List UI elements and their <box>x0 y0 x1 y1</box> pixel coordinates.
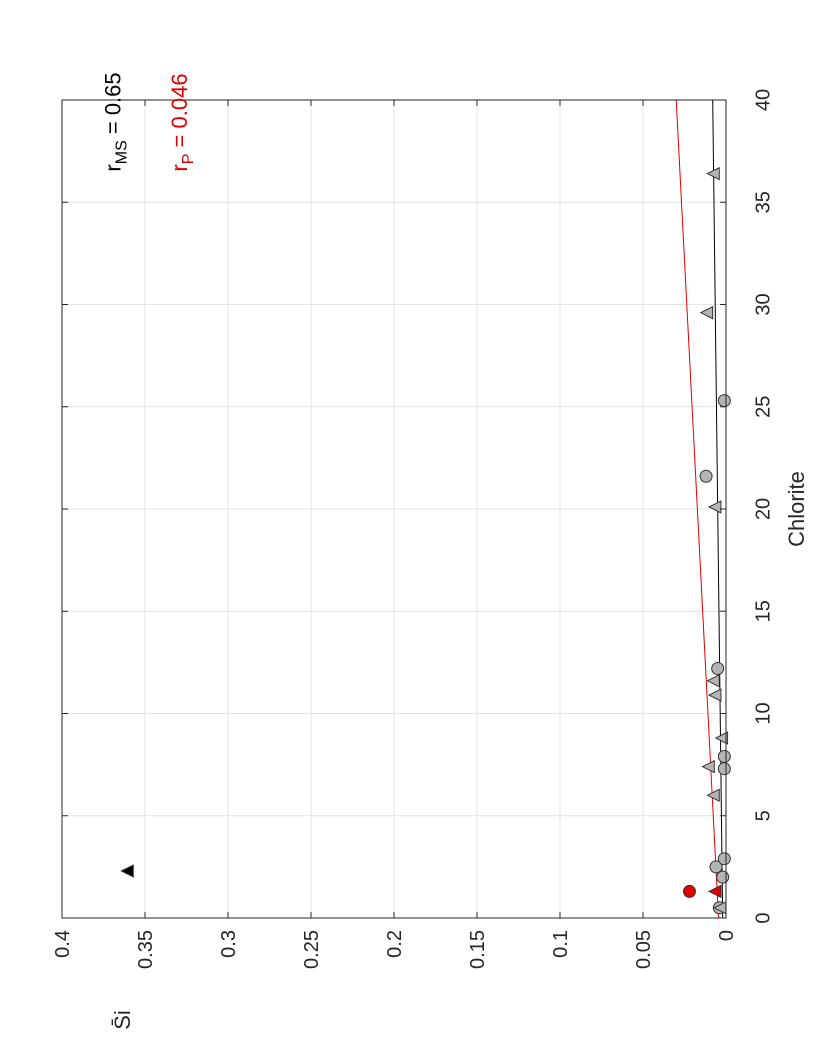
r-p-symbol: r <box>167 164 192 171</box>
data-points <box>120 166 731 915</box>
data-point-circle <box>717 852 731 866</box>
y-tick-label: 0.05 <box>633 930 655 969</box>
x-tick-label: 40 <box>752 89 774 111</box>
x-tick-label: 5 <box>752 810 774 821</box>
data-point-circle <box>709 860 723 874</box>
r-ms-value: = 0.65 <box>100 72 125 140</box>
x-tick-label: 25 <box>752 396 774 418</box>
data-point-circle <box>711 662 725 676</box>
x-tick-label: 35 <box>752 191 774 213</box>
y-tick-label: 0.35 <box>135 930 157 969</box>
x-tick-label: 30 <box>752 293 774 315</box>
tick-labels: 0 5 10 15 20 25 30 35 40 0 0.05 0.1 0.15 0.2 0.25 0.3 0.… <box>52 89 774 969</box>
x-tick-label: 15 <box>752 600 774 622</box>
data-point-circle <box>716 870 730 884</box>
data-point-triangle <box>706 788 720 803</box>
y-tick-label: 0.3 <box>218 930 240 958</box>
tick-marks <box>61 99 727 919</box>
data-point-circle <box>682 884 696 898</box>
data-point-circle <box>699 469 713 483</box>
r-p-value: = 0.046 <box>167 73 192 153</box>
data-point-triangle <box>707 500 722 514</box>
x-axis-label: Chlorite <box>784 471 809 547</box>
fit-line-1 <box>675 99 720 919</box>
data-point-circle <box>717 394 731 408</box>
data-point-circle <box>717 762 731 776</box>
r-p-annotation: rP = 0.046 <box>167 73 197 171</box>
grid <box>61 99 727 919</box>
data-point-triangle <box>707 884 722 899</box>
data-point-triangle <box>706 674 720 688</box>
data-point-triangle <box>701 759 715 774</box>
x-tick-label: 20 <box>752 498 774 520</box>
data-point-triangle <box>120 864 134 878</box>
x-tick-label: 0 <box>752 912 774 923</box>
data-point-triangle <box>714 731 729 745</box>
r-ms-subscript: MS <box>113 140 130 164</box>
data-point-triangle <box>707 688 722 702</box>
y-axis-label: S̄i <box>110 1010 135 1030</box>
data-point-circle <box>717 749 731 763</box>
r-ms-symbol: r <box>100 164 125 171</box>
data-point-triangle <box>706 166 720 181</box>
y-tick-label: 0.2 <box>384 930 406 958</box>
y-tick-label: 0.15 <box>467 930 489 969</box>
data-point-triangle <box>699 305 714 320</box>
r-p-subscript: P <box>180 154 197 165</box>
y-tick-label: 0.25 <box>301 930 323 969</box>
r-ms-annotation: rMS = 0.65 <box>100 72 130 171</box>
y-tick-label: 0.4 <box>52 930 74 958</box>
x-tick-label: 10 <box>752 702 774 724</box>
y-tick-label: 0 <box>716 930 738 941</box>
y-tick-label: 0.1 <box>550 930 572 958</box>
